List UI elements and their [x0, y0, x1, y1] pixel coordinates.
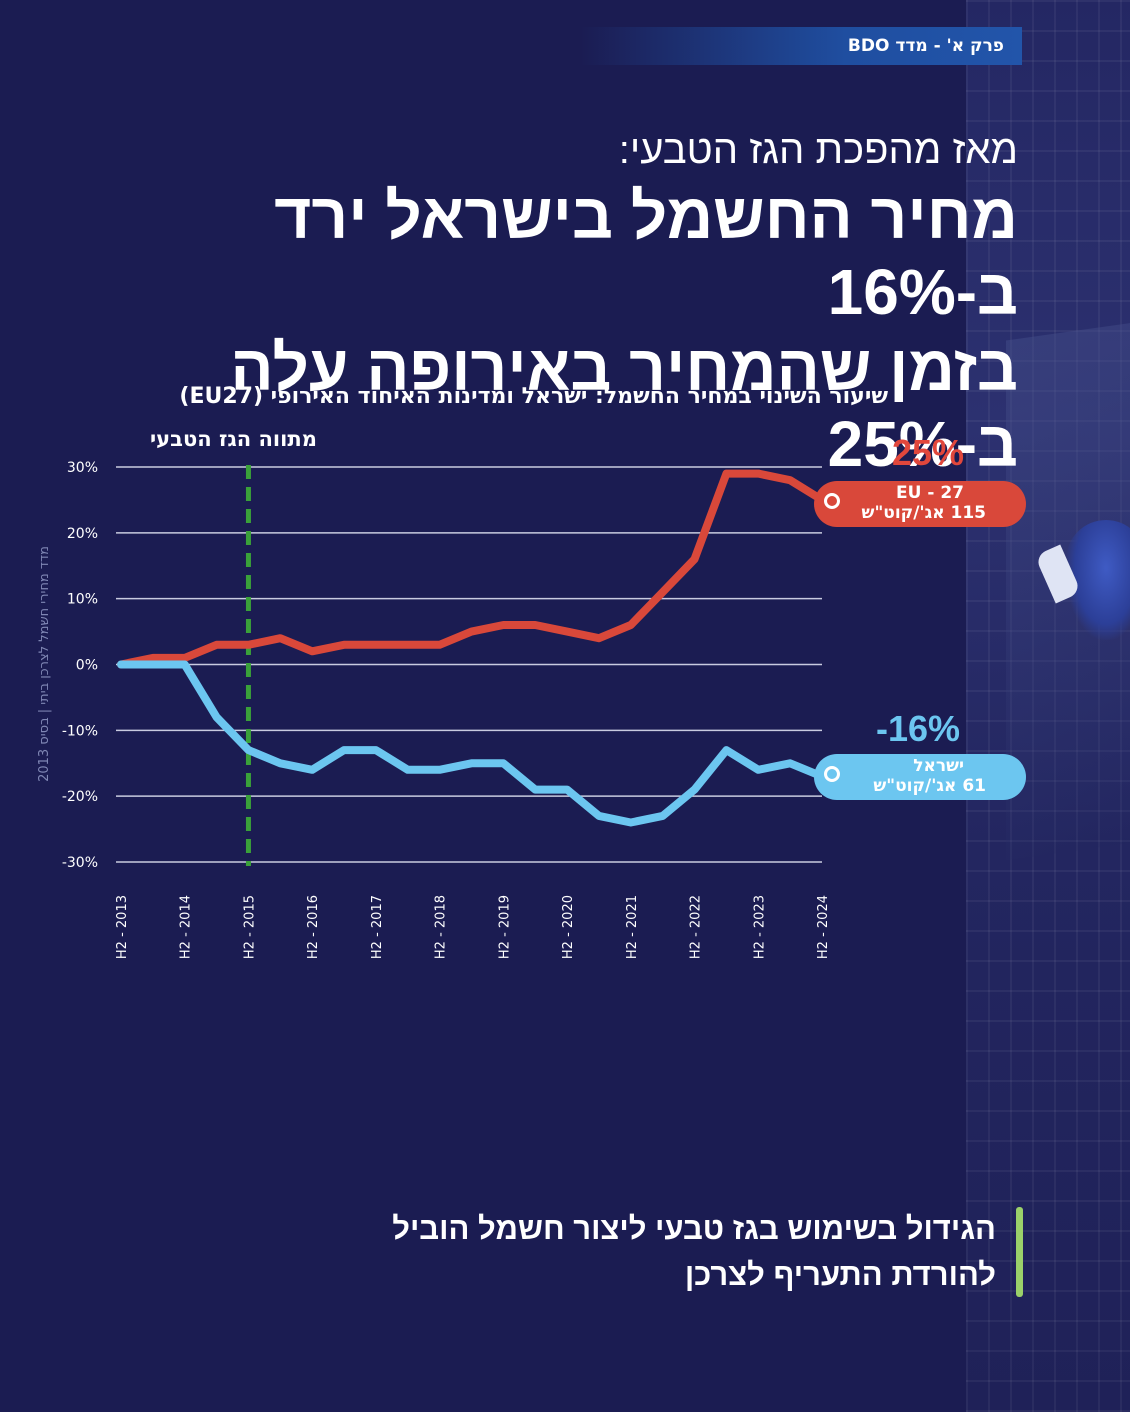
- section-label: פרק א' - מדד BDO: [847, 36, 1004, 56]
- headline-line-2: בזמן שהמחיר באירופה עלה ב-25%: [230, 332, 1018, 480]
- footer-accent-bar: [1016, 1207, 1023, 1297]
- israel-end-percent: -16%: [876, 708, 961, 749]
- gas-plan-annotation: מתווה הגז הטבעי: [150, 427, 317, 451]
- chart-title: שיעור השינוי במחיר החשמל: ישראל ומדינות …: [179, 384, 888, 409]
- y-tick-label: 30%: [67, 460, 98, 476]
- y-tick-label: -10%: [62, 723, 98, 739]
- headline-subtitle: מאז מהפכת הגז הטבעי:: [618, 128, 1018, 172]
- x-tick-label: H2 - 2014: [179, 895, 194, 959]
- background-photo: [966, 0, 1130, 1412]
- x-tick-label: H2 - 2017: [370, 895, 385, 959]
- eu-end-marker: [824, 493, 840, 509]
- x-tick-label: H2 - 2020: [561, 895, 576, 959]
- x-tick-label: H2 - 2018: [434, 895, 449, 959]
- x-tick-label: H2 - 2019: [497, 895, 512, 959]
- y-tick-label: -30%: [62, 855, 98, 871]
- eu-series-name: EU - 27: [896, 483, 964, 503]
- footer-line-1: הגידול בשימוש בגז טבעי ליצור חשמל הוביל: [392, 1211, 996, 1246]
- x-tick-label: H2 - 2015: [242, 895, 257, 959]
- x-tick-label: H2 - 2013: [115, 895, 130, 959]
- x-tick-label: H2 - 2016: [306, 895, 321, 959]
- eu-price-label: 115 אג'/קוט"ש: [861, 503, 986, 523]
- y-tick-label: -20%: [62, 789, 98, 805]
- section-header: פרק א' - מדד BDO: [580, 27, 1022, 65]
- israel-series-line: [117, 660, 826, 827]
- footer-line-2: להורדת התעריף לצרכן: [684, 1257, 996, 1292]
- y-tick-label: 10%: [67, 592, 98, 608]
- x-tick-label: H2 - 2023: [752, 895, 767, 959]
- line-chart: 30% 20% 10% 0% -10% -20% -30% H2 - 2013 H2 - 201…: [37, 460, 831, 959]
- israel-price-label: 61 אג'/קוט"ש: [873, 776, 986, 796]
- grid-lines: [116, 466, 822, 863]
- x-tick-label: H2 - 2021: [625, 895, 640, 959]
- y-axis-label: מדד מחירי חשמל לצרכן ביתי | בסיס 2013: [37, 546, 52, 782]
- axis-ticks: 30% 20% 10% 0% -10% -20% -30% H2 - 2013 H2 - 201…: [62, 460, 831, 959]
- eu-series-line: [117, 469, 826, 669]
- headline: מחיר החשמל בישראל ירד ב-16% בזמן שהמחיר …: [68, 178, 1018, 482]
- x-tick-label: H2 - 2024: [816, 895, 831, 959]
- x-tick-label: H2 - 2022: [689, 895, 704, 959]
- y-tick-label: 0%: [76, 658, 98, 674]
- israel-series-name: ישראל: [913, 756, 964, 776]
- eu-end-percent: 25%: [892, 432, 965, 473]
- headline-line-1: מחיר החשמל בישראל ירד ב-16%: [274, 180, 1018, 328]
- y-tick-label: 20%: [67, 526, 98, 542]
- series-lines: [117, 469, 826, 827]
- israel-series-tag: ישראל 61 אג'/קוט"ש: [814, 754, 1026, 800]
- eu-series-tag: EU - 27 115 אג'/קוט"ש: [814, 481, 1026, 527]
- israel-end-marker: [824, 766, 840, 782]
- footer-caption: הגידול בשימוש בגז טבעי ליצור חשמל הוביל …: [296, 1206, 996, 1298]
